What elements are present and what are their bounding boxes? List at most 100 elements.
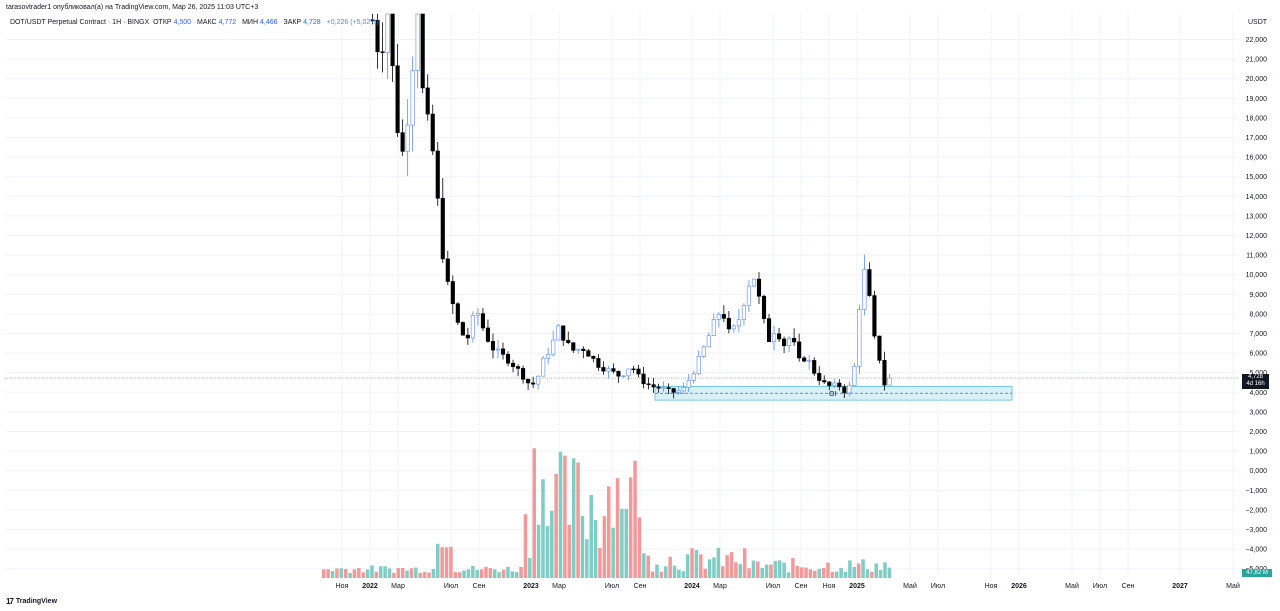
candle-body: [711, 319, 716, 336]
volume-bar: [550, 510, 554, 578]
candle-body: [596, 358, 601, 368]
candle-body: [877, 335, 882, 361]
volume-bar: [738, 564, 743, 578]
y-tick-label: 18,000: [1246, 115, 1268, 122]
candle-body: [646, 383, 651, 385]
volume-bar: [602, 516, 607, 578]
candle-body: [802, 357, 807, 362]
volume-bar: [874, 563, 878, 578]
volume-bar: [484, 566, 488, 578]
candle-body: [701, 346, 706, 357]
candle-body: [561, 325, 566, 341]
y-tick-label: 21,000: [1246, 57, 1268, 64]
tradingview-brand[interactable]: 17 TradingView: [6, 597, 57, 606]
x-tick-label: Июл: [766, 583, 780, 590]
candle-body: [636, 368, 641, 375]
volume-bar: [457, 572, 462, 578]
candle-body: [792, 337, 797, 343]
volume-bar: [571, 458, 576, 578]
candle-body: [465, 334, 470, 339]
volume-bar: [795, 565, 800, 578]
candle-body: [661, 387, 666, 389]
volume-bar: [370, 565, 374, 578]
volume-bar: [436, 543, 440, 578]
volume-bar: [843, 571, 848, 578]
candle-body: [842, 386, 847, 394]
volume-bar: [826, 562, 830, 578]
candle-body: [440, 197, 445, 260]
candle-body: [571, 342, 576, 351]
volume-bar: [589, 494, 593, 578]
volume-bar: [387, 568, 392, 578]
volume-bar: [506, 566, 510, 578]
candle-body: [847, 385, 852, 394]
low-label: МИН: [242, 19, 259, 26]
x-tick-label: Июл: [931, 583, 945, 590]
open-value: 4,500: [173, 19, 192, 26]
volume-bar: [519, 566, 523, 578]
candle-body: [696, 356, 701, 375]
volume-bar: [357, 568, 361, 578]
countdown-value: 4d 16h: [1246, 381, 1265, 387]
volume-bar: [514, 572, 519, 578]
candle-body: [445, 258, 450, 282]
candle-body: [510, 362, 516, 367]
volume-bar: [865, 569, 870, 578]
candle-body: [766, 318, 772, 342]
y-tick-label: 2,000: [1249, 429, 1267, 436]
volume-bar: [440, 547, 444, 578]
candle-body: [521, 368, 526, 380]
y-tick-label: 1,000: [1249, 449, 1267, 456]
volume-bar: [751, 560, 756, 578]
volume-bar: [633, 460, 637, 578]
close-value: 4,728: [303, 19, 321, 26]
candle-body: [410, 70, 415, 126]
low-value: 4,466: [260, 19, 278, 26]
candle-body: [611, 368, 616, 372]
y-tick-label: 0,000: [1249, 468, 1267, 475]
volume-bar: [422, 572, 427, 578]
volume-bar: [690, 548, 694, 578]
volume-bar: [646, 555, 650, 578]
candle-body: [862, 269, 867, 310]
candle-body: [475, 313, 480, 316]
candle-body: [726, 318, 731, 330]
volume-bar: [821, 567, 826, 578]
candle-body: [827, 381, 832, 386]
volume-bar: [475, 570, 479, 578]
candle-body: [671, 388, 676, 393]
y-tick-label: 5,000: [1249, 370, 1267, 377]
volume-bar: [848, 560, 852, 578]
candle-body: [761, 295, 767, 319]
volume-bar: [427, 572, 431, 578]
volume-bar: [330, 571, 335, 578]
volume-bar: [778, 560, 782, 578]
volume-bar: [374, 571, 379, 578]
volume-bar: [598, 547, 602, 578]
volume-bar: [769, 564, 773, 578]
y-tick-label: 8,000: [1249, 311, 1267, 318]
x-tick-label: Мар: [391, 583, 405, 590]
volume-bar: [361, 572, 365, 578]
candle-body: [651, 384, 656, 388]
volume-bar: [734, 562, 738, 578]
volume-bar: [541, 479, 545, 578]
y-tick-label: 20,000: [1246, 76, 1268, 83]
candle-body: [837, 382, 842, 388]
candle-body: [691, 373, 696, 381]
candle-body: [621, 375, 626, 377]
volume-bar: [694, 549, 699, 578]
volume-bar: [563, 455, 567, 578]
volume-bar: [887, 567, 892, 578]
volume-bar: [615, 478, 620, 578]
candle-body: [681, 387, 686, 392]
volume-bar: [650, 571, 655, 578]
candle-body: [556, 325, 561, 341]
volume-bar: [339, 568, 344, 578]
candle-body: [586, 350, 591, 357]
volume-bar: [580, 515, 585, 578]
volume-bar: [523, 514, 528, 578]
current-price-value: 4,728: [1247, 374, 1263, 380]
x-tick-label: Ноя: [823, 583, 836, 590]
